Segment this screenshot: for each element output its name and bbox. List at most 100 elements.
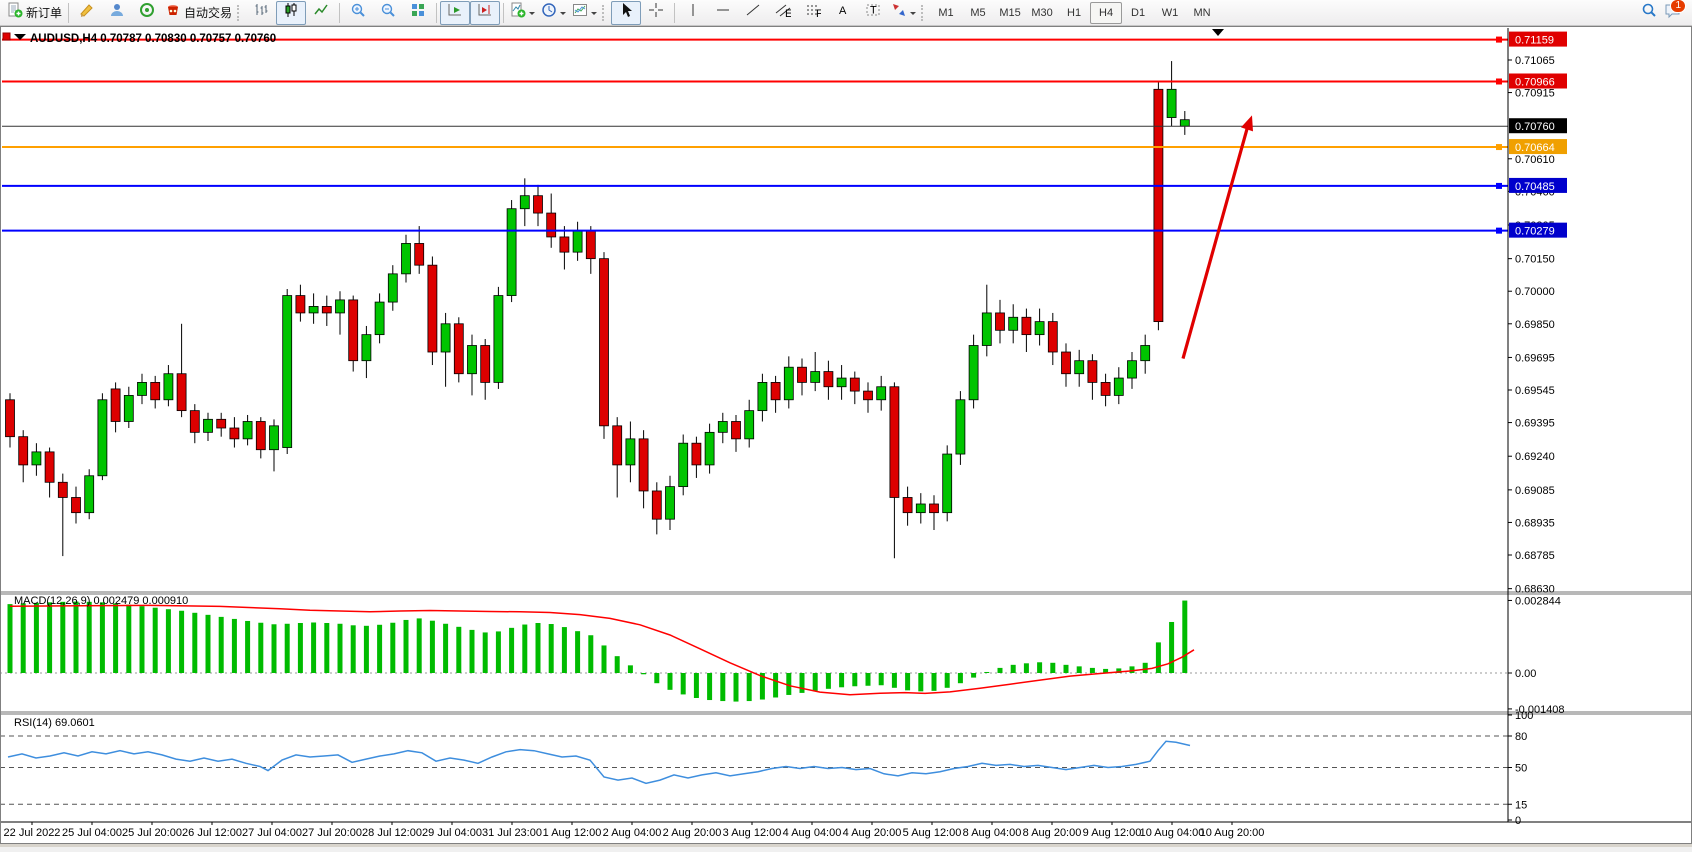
bar-chart-button[interactable]	[246, 1, 276, 25]
line-anchor	[1496, 78, 1502, 85]
time-tick-label: 1 Aug 12:00	[543, 827, 602, 839]
auto-trading-button[interactable]: 自动交易	[162, 1, 235, 25]
line-chart-button[interactable]	[306, 1, 336, 25]
time-tick-label: 4 Aug 20:00	[843, 827, 902, 839]
macd-tick-label: -0.001408	[1515, 704, 1565, 716]
market-watch-button[interactable]	[72, 1, 102, 25]
time-tick-label: 8 Aug 04:00	[963, 827, 1022, 839]
price-axis[interactable]: 0.710650.709150.706100.704600.703050.701…	[1507, 28, 1567, 827]
timeframe-button-H1[interactable]: H1	[1067, 6, 1082, 19]
fibonacci-button[interactable]: F	[798, 1, 828, 25]
timeframe-button-M5[interactable]: M5	[970, 6, 986, 19]
timeframe-button-M30[interactable]: M30	[1031, 6, 1053, 19]
chart-background	[0, 26, 1692, 847]
horizontal-line-button[interactable]	[708, 1, 738, 25]
price-tick-label: 0.68935	[1515, 517, 1555, 529]
indicators-button[interactable]	[507, 1, 538, 25]
periods-button[interactable]	[538, 1, 569, 25]
candlestick-chart-button[interactable]	[276, 0, 307, 25]
time-tick-label: 27 Jul 20:00	[302, 827, 362, 839]
arrows-button[interactable]	[888, 1, 919, 25]
time-tick-label: 5 Aug 12:00	[903, 827, 962, 839]
rsi-line	[7, 740, 1191, 785]
notifications-button[interactable]: 1	[1664, 0, 1686, 24]
price-badge	[1509, 139, 1567, 155]
tile-windows-button[interactable]	[403, 1, 433, 25]
text-label-button[interactable]: T	[858, 1, 888, 25]
macd-pane: MACD(12,26,9) 0.002479 0.000910	[0, 595, 1508, 702]
new-order-icon	[7, 2, 23, 23]
chart-window[interactable]: AUDUSD,H4 0.70787 0.70830 0.70757 0.7076…	[0, 26, 1692, 847]
auto-scroll-button[interactable]	[440, 0, 471, 25]
trend-arrow[interactable]	[1181, 124, 1250, 359]
line-selection-anchor[interactable]	[2, 32, 11, 41]
zoom-in-icon	[350, 2, 366, 23]
text-button[interactable]: A	[828, 1, 858, 25]
rsi-tick-label: 100	[1515, 710, 1533, 722]
price-badge-label: 0.70966	[1515, 76, 1555, 88]
crosshair-button[interactable]	[641, 1, 671, 25]
time-tick-label: 3 Aug 12:00	[723, 827, 782, 839]
dropdown-caret[interactable]	[591, 11, 598, 18]
price-badge	[1509, 73, 1567, 89]
svg-text:A: A	[839, 5, 847, 17]
zoom-out-icon	[380, 2, 396, 23]
collapse-triangle-icon[interactable]	[14, 34, 26, 40]
horizontal-lines[interactable]	[2, 36, 1508, 234]
news-button[interactable]	[132, 1, 162, 25]
time-tick-label: 2 Aug 20:00	[663, 827, 722, 839]
vertical-line-icon	[685, 2, 701, 23]
timeframe-button-H4[interactable]: H4	[1090, 1, 1123, 24]
signal-icon	[139, 2, 155, 23]
auto-trading-label: 自动交易	[184, 6, 233, 20]
price-tick-label: 0.70150	[1515, 254, 1555, 266]
templates-button[interactable]	[569, 1, 600, 25]
text-icon: A	[835, 2, 851, 23]
channel-button[interactable]: E	[768, 1, 798, 25]
trendline-button[interactable]	[738, 1, 768, 25]
time-axis[interactable]: 22 Jul 2022 25 Jul 04:00 25 Jul 20:00 26 Ju…	[0, 821, 1692, 839]
macd-tick-label: 0.00	[1515, 668, 1536, 680]
chart-shift-button[interactable]	[470, 0, 501, 25]
timeframe-bar: M1 M5 M15 M30 H1 H4 D1 W1 MN	[930, 1, 1218, 24]
separator	[503, 2, 505, 23]
price-badge-label: 0.70485	[1515, 181, 1555, 193]
auto-scroll-icon	[447, 2, 463, 23]
timeframe-button-MN[interactable]: MN	[1193, 6, 1211, 19]
new-order-button[interactable]: 新订单	[4, 1, 65, 25]
rsi-tick-label: 80	[1515, 731, 1527, 743]
price-badge-label: 0.70279	[1515, 226, 1555, 238]
rsi-tick-label: 15	[1515, 799, 1527, 811]
timeframe-button-M1[interactable]: M1	[938, 6, 954, 19]
dropdown-caret[interactable]	[529, 11, 536, 18]
timeframe-button-M15[interactable]: M15	[999, 6, 1021, 19]
macd-signal-line	[9, 604, 1195, 696]
price-tick-label: 0.69240	[1515, 451, 1555, 463]
search-icon	[1641, 2, 1657, 23]
candles	[5, 61, 1190, 559]
time-tick-label: 8 Aug 20:00	[1023, 827, 1082, 839]
dropdown-caret[interactable]	[910, 11, 917, 18]
zoom-in-button[interactable]	[343, 1, 373, 25]
price-tick-label: 0.68630	[1515, 584, 1555, 596]
timeframe-button-W1[interactable]: W1	[1161, 6, 1179, 19]
vertical-line-button[interactable]	[678, 1, 708, 25]
crosshair-icon	[648, 2, 664, 23]
cursor-button[interactable]	[611, 0, 642, 25]
time-marker-icon	[1212, 29, 1224, 36]
chart-svg[interactable]: AUDUSD,H4 0.70787 0.70830 0.70757 0.7076…	[0, 26, 1692, 847]
timeframe-button-D1[interactable]: D1	[1131, 6, 1146, 19]
rsi-pane: RSI(14) 69.0601	[0, 717, 1508, 805]
text-label-icon: T	[865, 2, 881, 23]
zoom-out-button[interactable]	[373, 1, 403, 25]
search-button[interactable]	[1634, 1, 1664, 25]
time-tick-label: 26 Jul 12:00	[182, 827, 242, 839]
dropdown-caret[interactable]	[560, 11, 567, 18]
data-window-button[interactable]	[102, 1, 132, 25]
chart-title: AUDUSD,H4 0.70787 0.70830 0.70757 0.7076…	[30, 33, 276, 45]
price-tick-label: 0.69545	[1515, 385, 1555, 397]
candlestick-chart-icon	[283, 2, 299, 23]
separator	[339, 2, 341, 23]
separator	[436, 2, 438, 23]
profile-icon	[109, 2, 125, 23]
